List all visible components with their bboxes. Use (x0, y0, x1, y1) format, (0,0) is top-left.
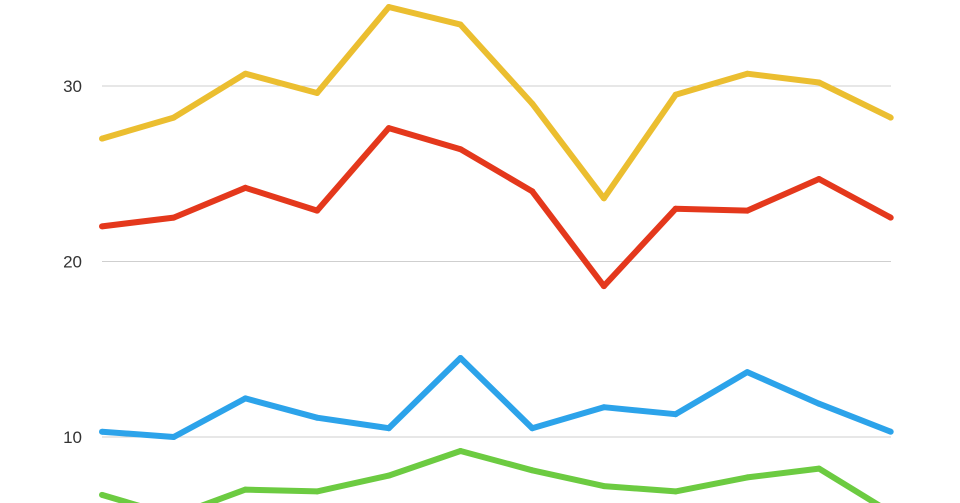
data-point-s1-3 (242, 70, 249, 77)
data-point-s3-1 (99, 428, 105, 435)
series-line-1 (101, 4, 893, 202)
data-point-s2-12 (887, 214, 894, 221)
data-point-s4-4 (314, 488, 321, 495)
y-tick-label-30: 30 (63, 77, 82, 96)
y-axis-tick-labels: 10 20 30 (63, 77, 82, 447)
data-point-s1-12 (887, 114, 894, 121)
data-point-s3-2 (170, 434, 177, 440)
data-point-s1-8 (600, 195, 607, 202)
series-line-3 (101, 355, 892, 440)
data-point-s2-4 (314, 207, 321, 214)
data-point-s1-10 (744, 70, 751, 77)
data-point-s1-6 (457, 21, 464, 28)
data-point-s3-11 (816, 400, 822, 407)
data-point-s1-4 (314, 90, 321, 96)
data-point-s4-9 (672, 488, 679, 495)
data-point-s1-9 (672, 91, 679, 98)
data-point-s3-5 (385, 425, 392, 432)
data-point-s1-11 (816, 79, 822, 86)
data-point-s3-4 (314, 414, 321, 421)
data-point-s3-10 (744, 369, 751, 376)
data-point-s2-1 (99, 223, 105, 230)
data-point-s2-6 (457, 146, 464, 153)
data-point-s2-2 (170, 214, 177, 221)
data-point-s2-8 (600, 283, 607, 290)
data-point-s4-3 (242, 486, 249, 493)
data-point-s2-9 (672, 205, 679, 212)
data-point-s1-2 (170, 114, 177, 121)
series-lines (99, 4, 894, 503)
data-point-s4-8 (600, 483, 607, 490)
y-tick-label-20: 20 (63, 253, 82, 272)
data-point-s4-6 (457, 448, 464, 454)
data-point-s2-3 (242, 184, 249, 191)
series-line-4 (101, 448, 881, 503)
series-line-2 (101, 125, 893, 290)
data-point-s1-5 (385, 4, 392, 10)
data-point-s3-9 (672, 411, 679, 418)
data-point-s2-11 (816, 176, 822, 182)
data-point-s2-5 (385, 125, 392, 132)
y-tick-label-10: 10 (63, 428, 82, 447)
data-point-s3-7 (529, 425, 536, 432)
data-point-s4-1 (99, 491, 105, 498)
data-point-s3-3 (242, 395, 249, 402)
data-point-s1-7 (529, 100, 536, 107)
data-point-s4-11 (816, 465, 822, 472)
data-point-s1-1 (99, 135, 105, 142)
data-point-s2-7 (529, 188, 536, 195)
data-point-s3-8 (600, 404, 607, 411)
data-point-s2-10 (744, 207, 751, 214)
data-point-s4-7 (529, 467, 536, 474)
gridlines (102, 85, 891, 438)
data-point-s4-5 (385, 472, 392, 479)
data-point-s3-12 (887, 428, 894, 435)
data-point-s4-10 (744, 474, 751, 481)
data-point-s3-6 (457, 355, 464, 361)
